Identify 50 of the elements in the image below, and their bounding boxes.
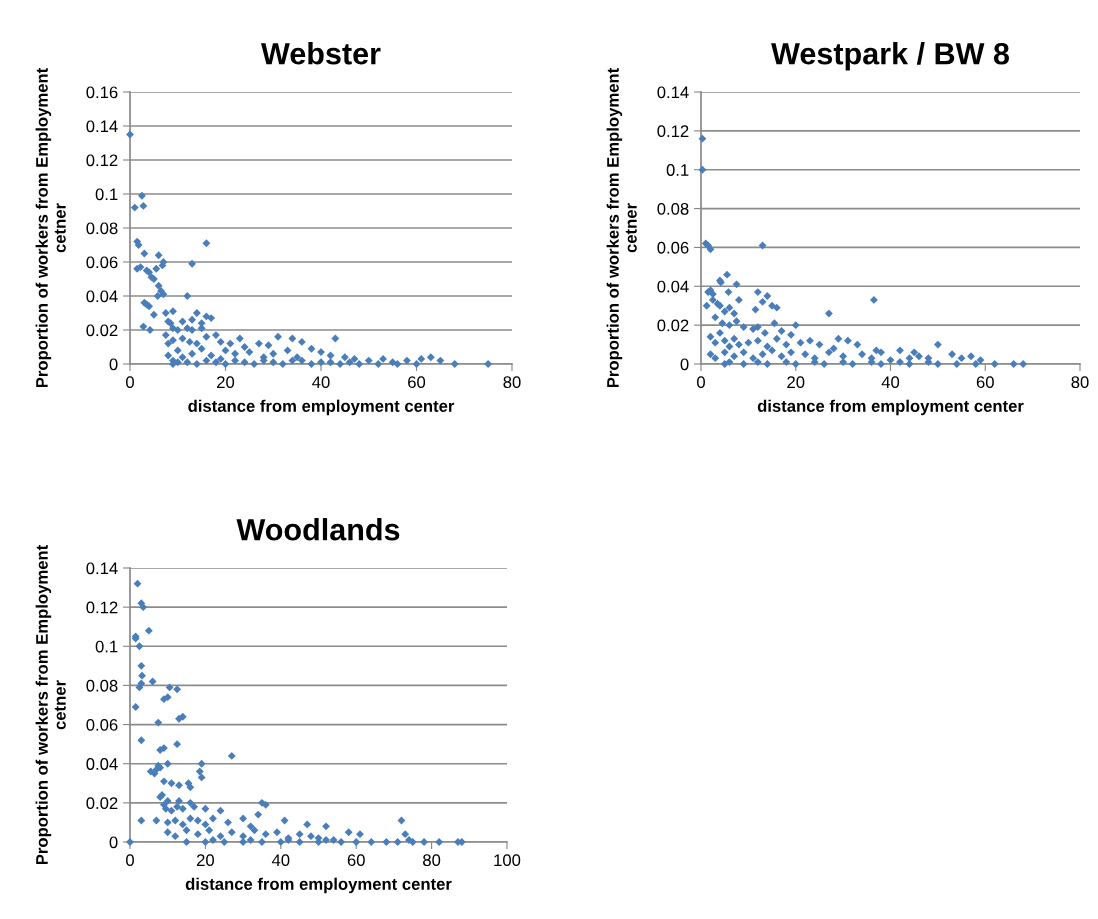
y-tick-label: 0	[680, 358, 689, 371]
y-tick-label: 0.02	[86, 797, 118, 810]
chart-title: Webster	[261, 42, 381, 65]
chart-title: Woodlands	[236, 518, 400, 541]
y-tick-label: 0	[109, 836, 118, 849]
y-tick-label: 0.02	[657, 319, 689, 332]
y-tick-label: 0.08	[86, 222, 118, 235]
y-tick-label: 0.08	[86, 679, 118, 692]
y-tick-label: 0.04	[86, 758, 118, 770]
x-tick-label: 20	[217, 376, 235, 389]
y-axis-title: Proportion of workers from Employment cetner	[35, 68, 66, 388]
y-tick-label: 0.08	[657, 202, 689, 215]
y-tick-label: 0.14	[657, 86, 689, 99]
x-tick-label: 0	[126, 854, 134, 867]
x-tick-label: 40	[881, 376, 900, 389]
y-tick-label: 0.12	[86, 601, 118, 614]
x-tick-label: 60	[408, 376, 426, 389]
x-tick-label: 60	[976, 376, 994, 389]
y-tick-label: 0.06	[86, 256, 118, 269]
y-tick-label: 0.04	[86, 290, 118, 303]
y-tick-label: 0.1	[95, 640, 118, 653]
x-tick-label: 80	[1071, 376, 1089, 389]
y-tick-label: 0.1	[666, 164, 689, 176]
x-tick-label: 100	[494, 854, 521, 867]
y-tick-label: 0	[109, 358, 118, 371]
x-tick-label: 20	[787, 376, 805, 389]
chart-title: Westpark / BW 8	[771, 42, 1009, 71]
y-tick-label: 0.14	[86, 120, 118, 133]
y-tick-label: 0.04	[657, 280, 689, 293]
x-tick-label: 80	[503, 376, 521, 389]
x-axis-title: distance from employment center	[185, 877, 452, 894]
x-axis-title: distance from employment center	[757, 399, 1024, 416]
y-tick-label: 0.16	[86, 86, 118, 99]
x-tick-label: 0	[697, 376, 705, 389]
y-tick-label: 0.12	[657, 125, 689, 138]
y-axis-title: Proportion of workers from Employment cetner	[35, 545, 66, 865]
y-axis-title: Proportion of workers from Employment cetner	[606, 68, 637, 388]
x-tick-label: 60	[347, 854, 365, 867]
y-tick-label: 0.12	[86, 154, 118, 167]
x-axis-title: distance from employment center	[188, 399, 455, 416]
x-tick-label: 40	[271, 854, 290, 867]
x-tick-label: 40	[312, 376, 330, 389]
y-tick-label: 0.1	[95, 188, 118, 201]
y-tick-label: 0.06	[86, 718, 118, 731]
y-tick-label: 0.02	[86, 324, 118, 337]
x-tick-label: 20	[196, 854, 215, 867]
x-tick-label: 0	[126, 376, 134, 389]
y-tick-label: 0.06	[657, 241, 689, 254]
y-tick-label: 0.14	[86, 562, 118, 575]
x-tick-label: 80	[423, 854, 441, 867]
